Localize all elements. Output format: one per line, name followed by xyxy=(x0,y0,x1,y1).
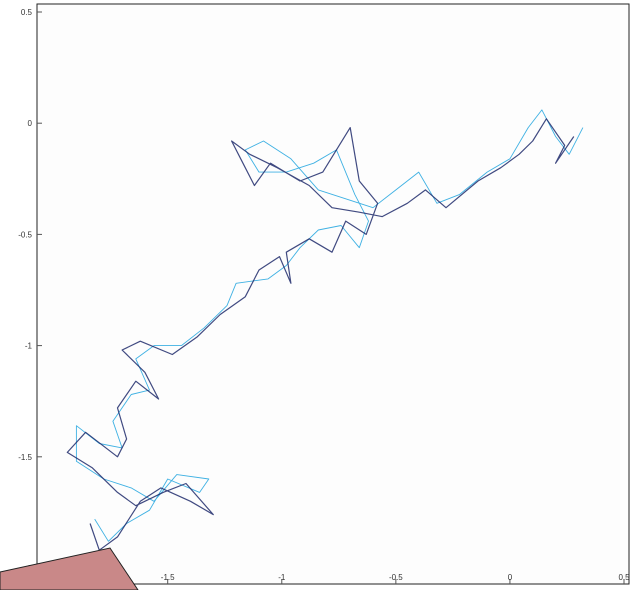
plot-frame xyxy=(36,3,630,585)
corner-overlay-shape xyxy=(0,547,139,590)
y-tick-label: 0 xyxy=(28,119,33,128)
x-tick-label: 0.5 xyxy=(618,573,630,582)
y-tick-label: -1.5 xyxy=(18,453,32,462)
y-tick-label: -0.5 xyxy=(18,230,32,239)
x-axis: -1.5 -1 -0.5 0 0.5 xyxy=(161,573,630,584)
series-layer xyxy=(66,109,584,551)
series-line-0 xyxy=(66,118,575,551)
y-tick-label: 0.5 xyxy=(21,8,33,17)
x-tick-label: 0 xyxy=(508,573,513,582)
x-tick-label: -0.5 xyxy=(389,573,403,582)
x-tick-label: -1.5 xyxy=(161,573,175,582)
x-tick-label: -1 xyxy=(278,573,286,582)
series-line-1 xyxy=(75,109,584,542)
y-tick-label: -1 xyxy=(25,342,33,351)
